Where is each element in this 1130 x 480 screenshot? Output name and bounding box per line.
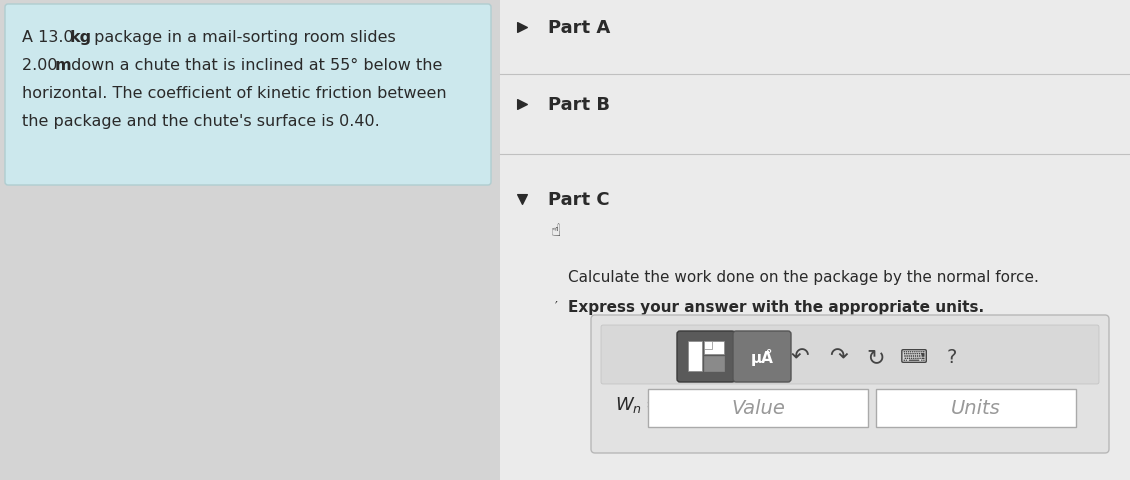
Text: $W_n$: $W_n$	[615, 394, 642, 414]
FancyBboxPatch shape	[5, 5, 492, 186]
Text: Part C: Part C	[548, 191, 609, 209]
Text: =: =	[645, 395, 660, 413]
Text: ↷: ↷	[828, 347, 848, 367]
Text: Express your answer with the appropriate units.: Express your answer with the appropriate…	[568, 300, 984, 314]
Text: package in a mail-sorting room slides: package in a mail-sorting room slides	[89, 30, 395, 45]
FancyBboxPatch shape	[591, 315, 1109, 453]
Bar	[704, 356, 724, 371]
Text: ↻: ↻	[867, 347, 885, 367]
Text: Value: Value	[731, 399, 785, 418]
Text: the package and the chute's surface is 0.40.: the package and the chute's surface is 0…	[21, 114, 380, 129]
Bar	[704, 341, 724, 354]
Text: horizontal. The coefficient of kinetic friction between: horizontal. The coefficient of kinetic f…	[21, 86, 446, 101]
Text: Units: Units	[951, 399, 1001, 418]
Text: Part A: Part A	[548, 19, 610, 37]
Text: ↶: ↶	[791, 347, 809, 367]
Text: μÅ: μÅ	[750, 348, 773, 365]
Text: Calculate the work done on the package by the normal force.: Calculate the work done on the package b…	[568, 269, 1038, 285]
FancyBboxPatch shape	[601, 325, 1099, 384]
Bar	[704, 341, 712, 349]
Text: ′: ′	[555, 300, 558, 312]
Text: kg: kg	[70, 30, 93, 45]
Text: ?: ?	[947, 348, 957, 367]
Text: A 13.0: A 13.0	[21, 30, 79, 45]
Bar	[647, 389, 868, 427]
Text: down a chute that is inclined at 55° below the: down a chute that is inclined at 55° bel…	[66, 58, 442, 73]
FancyBboxPatch shape	[677, 331, 734, 382]
Text: 2.00: 2.00	[21, 58, 62, 73]
Text: ⌨: ⌨	[899, 348, 928, 367]
Text: m: m	[55, 58, 71, 73]
Text: ☝: ☝	[551, 222, 562, 240]
Bar	[688, 341, 702, 371]
Bar	[499, 0, 1130, 480]
Bar	[876, 389, 1076, 427]
FancyBboxPatch shape	[733, 331, 791, 382]
Text: Part B: Part B	[548, 96, 610, 114]
